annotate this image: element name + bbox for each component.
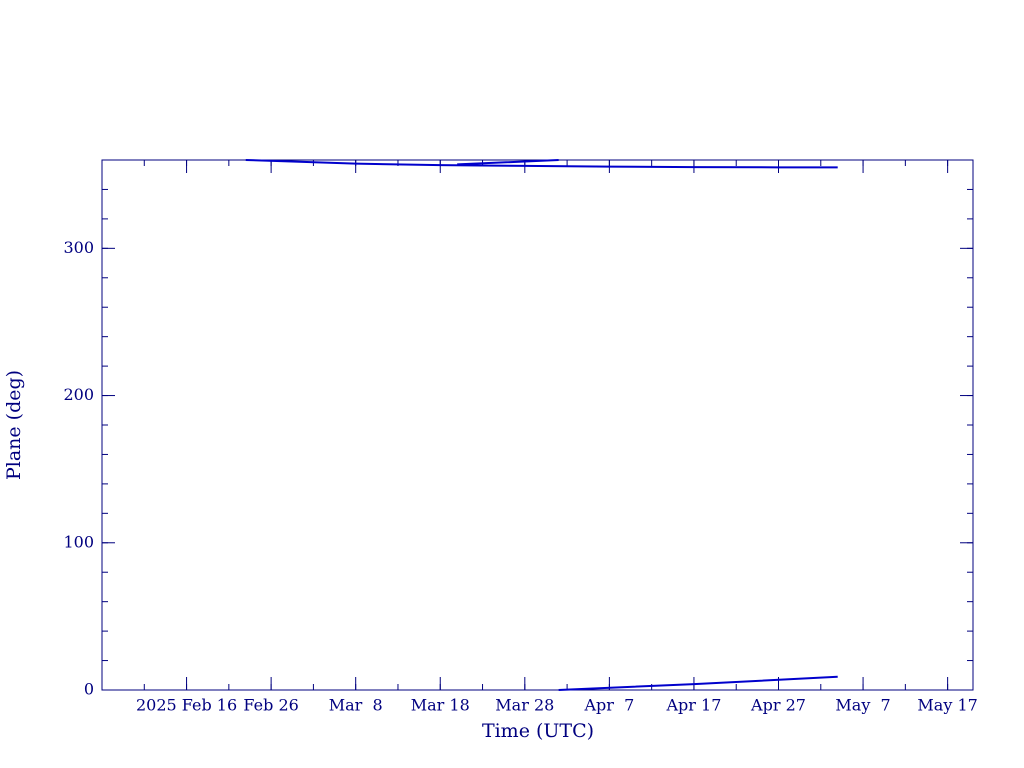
x-tick-label: May 7 [835,696,890,715]
x-tick-label: 2025 Feb 16 [136,696,237,715]
y-axis-label: Plane (deg) [3,370,25,480]
y-tick-label: 300 [63,238,94,257]
plot-frame [101,159,974,691]
y-tick-label: 0 [84,680,94,699]
y-tick-label: 200 [63,385,94,404]
x-tick-label: Mar 8 [329,696,383,715]
x-tick-label: Mar 28 [495,696,554,715]
x-tick-label: Apr 17 [665,696,721,715]
x-tick-label: Feb 26 [243,696,298,715]
x-tick-label: Mar 18 [411,696,470,715]
x-tick-label: Apr 27 [750,696,806,715]
x-axis-label: Time (UTC) [482,720,594,742]
data-line [457,159,838,691]
x-tick-label: Apr 7 [583,696,634,715]
y-tick-label: 100 [63,532,94,551]
data-line [245,159,838,169]
x-tick-label: May 17 [917,696,977,715]
